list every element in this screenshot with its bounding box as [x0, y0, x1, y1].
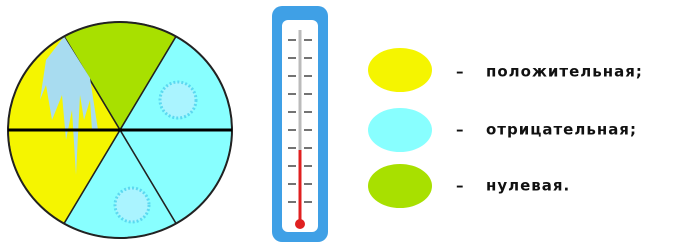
legend-dash: –: [456, 177, 465, 195]
legend-swatch-green: [368, 164, 432, 208]
legend-label: нулевая.: [486, 177, 570, 195]
snowflake: [160, 82, 196, 118]
bulb: [295, 219, 305, 229]
legend-swatch-yellow: [368, 48, 432, 92]
legend-dash: –: [456, 121, 465, 139]
legend: – положительная; – отрицательная; – нуле…: [368, 48, 643, 208]
thermometer: [272, 6, 328, 242]
diagram: – положительная; – отрицательная; – нуле…: [0, 0, 696, 246]
sector-circle: [8, 22, 232, 238]
legend-dash: –: [456, 63, 465, 81]
legend-swatch-cyan: [368, 108, 432, 152]
legend-label: положительная;: [486, 63, 643, 81]
snowflake: [115, 188, 149, 222]
legend-label: отрицательная;: [486, 121, 637, 139]
